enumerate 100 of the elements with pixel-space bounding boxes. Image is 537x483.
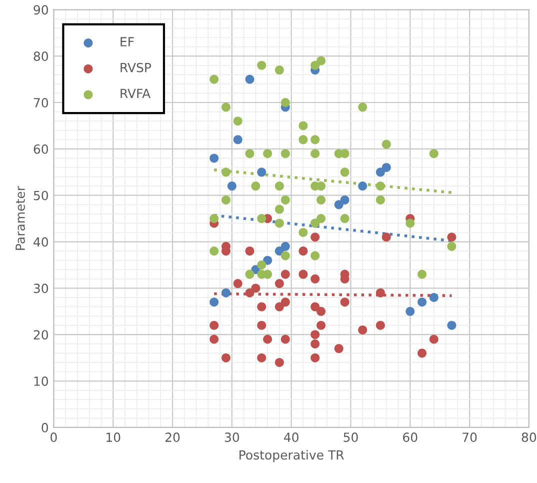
point	[298, 246, 308, 256]
point	[382, 140, 391, 149]
point	[263, 149, 272, 158]
point	[263, 334, 272, 344]
x-tick-label: 20	[165, 432, 180, 442]
point	[340, 168, 350, 177]
point	[274, 218, 284, 228]
point	[310, 232, 320, 242]
legend-label: RVSP	[120, 62, 152, 72]
y-tick-label: 80	[34, 52, 48, 62]
point	[358, 102, 368, 112]
point	[316, 195, 326, 204]
point	[376, 168, 385, 177]
point	[382, 232, 391, 242]
point	[210, 320, 219, 330]
point	[310, 330, 320, 340]
point	[221, 353, 230, 362]
point	[340, 298, 350, 307]
point	[274, 358, 284, 367]
point	[280, 98, 290, 108]
point	[257, 260, 266, 270]
point	[263, 256, 272, 265]
point	[358, 325, 368, 334]
x-tick-label: 50	[344, 432, 358, 442]
point	[418, 348, 427, 358]
point	[245, 149, 254, 158]
point	[274, 279, 284, 288]
x-axis-title: Postoperative TR	[240, 450, 344, 462]
point	[418, 298, 427, 307]
point	[210, 298, 219, 307]
point	[310, 135, 320, 144]
y-tick-label: 70	[34, 98, 48, 108]
y-tick-label: 30	[34, 284, 48, 294]
point	[429, 149, 438, 158]
point	[280, 334, 290, 344]
point	[233, 279, 242, 288]
point	[382, 162, 391, 172]
point	[298, 135, 308, 144]
point	[274, 204, 284, 214]
point	[406, 218, 415, 228]
point	[251, 284, 260, 293]
point	[233, 116, 242, 126]
point	[210, 214, 219, 224]
point	[447, 232, 456, 242]
point	[257, 214, 266, 224]
point	[376, 288, 385, 298]
point	[257, 168, 266, 177]
point	[274, 66, 284, 75]
point	[310, 339, 320, 348]
x-tick-label: 80	[522, 432, 536, 442]
x-tick-label: 40	[284, 432, 298, 442]
point	[210, 154, 219, 163]
point	[316, 214, 326, 224]
point	[340, 214, 350, 224]
point	[280, 195, 290, 204]
point	[274, 302, 284, 312]
point	[334, 200, 344, 210]
point	[221, 195, 230, 204]
y-tick-label: 20	[34, 330, 48, 340]
point	[280, 251, 290, 260]
point	[221, 168, 230, 177]
point	[245, 246, 254, 256]
point	[376, 195, 385, 204]
point	[418, 270, 427, 279]
x-tick-label: 70	[462, 432, 477, 442]
x-tick-label: 30	[224, 432, 240, 442]
point	[298, 228, 308, 237]
point	[233, 135, 242, 144]
legend-label: EF	[120, 37, 134, 46]
x-tick-label: 10	[106, 432, 120, 442]
point	[280, 149, 290, 158]
point	[210, 74, 219, 84]
y-tick-label: 90	[34, 5, 48, 15]
y-tick-label: 40	[34, 237, 48, 247]
legend-label: RVFA	[120, 88, 150, 98]
point	[298, 270, 308, 279]
point	[310, 274, 320, 284]
point	[257, 302, 266, 312]
y-tick-label: 10	[34, 376, 48, 386]
point	[245, 288, 254, 298]
point	[210, 246, 219, 256]
point	[257, 60, 266, 70]
point	[221, 288, 230, 298]
point	[280, 270, 290, 279]
point	[245, 270, 254, 279]
point	[274, 182, 284, 191]
point	[334, 344, 344, 354]
point	[310, 353, 320, 362]
point	[280, 242, 290, 251]
point	[429, 292, 438, 302]
point	[310, 251, 320, 260]
point	[310, 60, 320, 70]
point	[310, 302, 320, 312]
point	[227, 182, 236, 191]
point	[310, 149, 320, 158]
point	[447, 320, 456, 330]
point	[376, 182, 385, 191]
y-axis-title: Parameter	[16, 186, 25, 250]
point	[429, 334, 438, 344]
point	[358, 182, 368, 191]
